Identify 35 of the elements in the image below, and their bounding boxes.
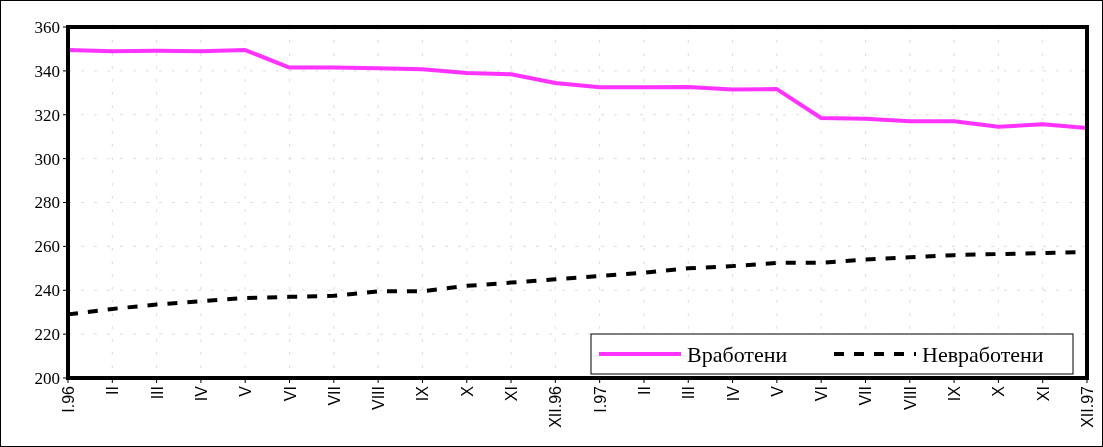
y-tick-label: 300 — [34, 149, 60, 169]
x-tick-label: III — [148, 386, 166, 400]
y-tick-label: 200 — [34, 368, 60, 388]
legend-label: Вработени — [687, 341, 788, 367]
x-tick-label: I.97 — [591, 385, 609, 413]
y-tick-label: 260 — [34, 237, 60, 257]
x-tick-label: V — [237, 385, 255, 397]
x-tick-label: II — [635, 386, 653, 395]
x-tick-label: V — [768, 385, 786, 397]
x-tick-label: IV — [192, 385, 210, 402]
x-tick-label: IX — [414, 385, 432, 402]
x-tick-label: VII — [857, 386, 875, 406]
x-tick-label: IX — [946, 385, 964, 402]
x-tick-label: X — [990, 385, 1008, 397]
x-tick-label: XI — [503, 386, 521, 402]
y-tick-label: 340 — [34, 61, 60, 81]
legend-label: Невработени — [922, 341, 1044, 367]
y-tick-label: 220 — [34, 325, 60, 345]
x-tick-label: VIII — [901, 386, 919, 411]
y-tick-label: 240 — [34, 281, 60, 301]
x-tick-label: XI — [1034, 386, 1052, 402]
x-tick-label: VI — [813, 386, 831, 402]
x-tick-label: VIII — [370, 386, 388, 411]
x-tick-label: XII.96 — [547, 385, 565, 428]
y-tick-label: 360 — [34, 17, 60, 37]
x-tick-label: IV — [724, 385, 742, 402]
x-tick-label: III — [680, 386, 698, 400]
x-tick-label: I.96 — [60, 385, 77, 413]
x-tick-label: XII.97 — [1079, 385, 1096, 428]
x-tick-label: VI — [281, 386, 299, 402]
x-tick-label: X — [458, 385, 476, 397]
y-tick-label: 280 — [34, 193, 60, 213]
x-tick-label: II — [104, 386, 122, 395]
x-tick-label: VII — [325, 386, 343, 406]
y-tick-label: 320 — [34, 105, 60, 125]
